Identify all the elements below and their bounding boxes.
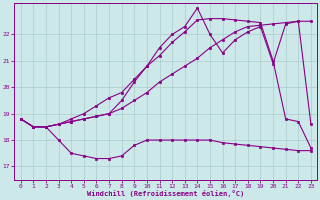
X-axis label: Windchill (Refroidissement éolien,°C): Windchill (Refroidissement éolien,°C)	[87, 190, 244, 197]
